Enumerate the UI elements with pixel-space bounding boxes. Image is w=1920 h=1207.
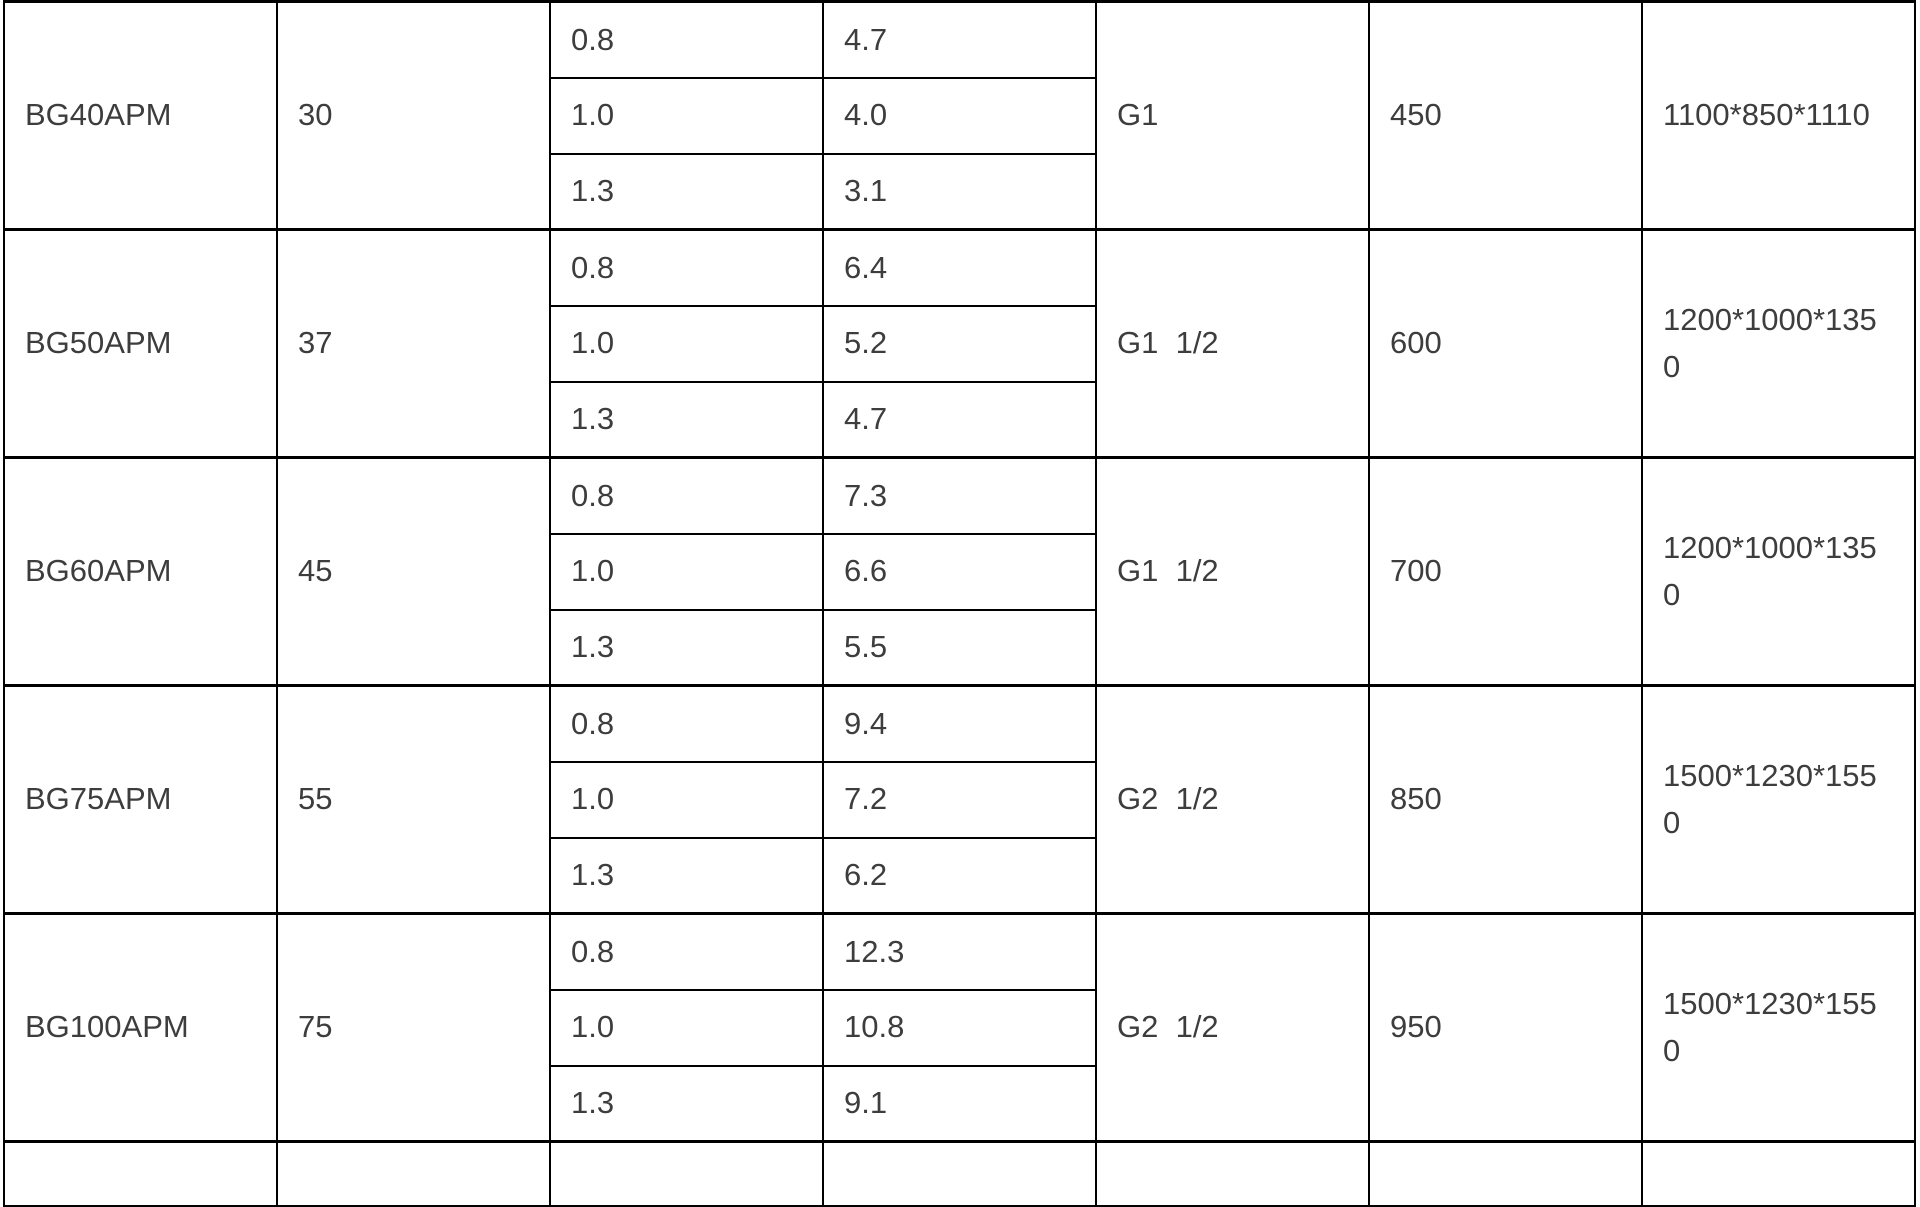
flow-cell: 5.5 [822, 608, 1097, 687]
flow-cell: 6.4 [822, 228, 1097, 307]
pressure-cell: 1.0 [549, 532, 824, 611]
model-group-bg40apm: BG40APM 30 0.8 4.7 G1 450 1100*850*1110 … [3, 0, 1916, 231]
pressure-cell: 1.3 [549, 836, 824, 915]
flow-cell: 7.3 [822, 456, 1097, 535]
weight-cell: 850 [1368, 684, 1643, 915]
dimensions-cell: 1200*1000*1350 [1641, 456, 1916, 687]
table-row: 1.3 5.5 [4, 608, 1915, 687]
table-row: 1.0 5.2 [4, 304, 1915, 383]
table-row: 1.0 7.2 [4, 760, 1915, 839]
table-row: BG40APM 30 0.8 4.7 G1 450 1100*850*1110 [3, 0, 1916, 231]
table-row: 1.0 4.0 [4, 76, 1915, 155]
model-group-bg75apm: BG75APM 55 0.8 9.4 G2 1/2 850 1500*1230*… [3, 684, 1916, 915]
model-group-bg100apm: BG100APM 75 0.8 12.3 G2 1/2 950 1500*123… [3, 912, 1916, 1143]
flow-cell: 10.8 [822, 988, 1097, 1067]
pressure-cell: 1.3 [549, 380, 824, 459]
power-cell: 37 [276, 228, 551, 459]
power-cell: 30 [276, 0, 551, 231]
flow-cell: 3.1 [822, 152, 1097, 231]
weight-cell: 600 [1368, 228, 1643, 459]
model-cell: BG60APM [3, 456, 278, 687]
model-group-bg60apm: BG60APM 45 0.8 7.3 G1 1/2 700 1200*1000*… [3, 456, 1916, 687]
weight-cell: 700 [1368, 456, 1643, 687]
model-cell: BG75APM [3, 684, 278, 915]
table-row: 1.0 6.6 [4, 532, 1915, 611]
table-row: 1.0 10.8 [4, 988, 1915, 1067]
pressure-cell: 0.8 [549, 456, 824, 535]
pressure-cell: 1.3 [549, 1064, 824, 1143]
power-cell: 55 [276, 684, 551, 915]
empty-cell [1368, 1140, 1643, 1207]
flow-cell: 9.1 [822, 1064, 1097, 1143]
outlet-cell: G1 1/2 [1095, 228, 1370, 459]
outlet-cell: G1 [1095, 0, 1370, 231]
table-row [3, 1140, 1916, 1207]
flow-cell: 4.7 [822, 380, 1097, 459]
weight-cell: 950 [1368, 912, 1643, 1143]
table-row: 1.3 9.1 [4, 1064, 1915, 1143]
table-row: BG50APM 37 0.8 6.4 G1 1/2 600 1200*1000*… [3, 228, 1916, 459]
flow-cell: 4.7 [822, 0, 1097, 79]
flow-cell: 6.2 [822, 836, 1097, 915]
table-row: 1.3 3.1 [4, 152, 1915, 231]
pressure-cell: 1.0 [549, 988, 824, 1067]
flow-cell: 4.0 [822, 76, 1097, 155]
product-spec-table: BG40APM 30 0.8 4.7 G1 450 1100*850*1110 … [3, 0, 1916, 1207]
weight-cell: 450 [1368, 0, 1643, 231]
model-cell: BG40APM [3, 0, 278, 231]
empty-cell [1095, 1140, 1370, 1207]
pressure-cell: 1.3 [549, 152, 824, 231]
flow-cell: 12.3 [822, 912, 1097, 991]
flow-cell: 7.2 [822, 760, 1097, 839]
table-row: BG75APM 55 0.8 9.4 G2 1/2 850 1500*1230*… [3, 684, 1916, 915]
pressure-cell: 0.8 [549, 684, 824, 763]
flow-cell: 6.6 [822, 532, 1097, 611]
table-row: BG60APM 45 0.8 7.3 G1 1/2 700 1200*1000*… [3, 456, 1916, 687]
pressure-cell: 1.0 [549, 304, 824, 383]
empty-cell [822, 1140, 1097, 1207]
pressure-cell: 1.3 [549, 608, 824, 687]
outlet-cell: G2 1/2 [1095, 912, 1370, 1143]
table-row: 1.3 4.7 [4, 380, 1915, 459]
empty-cell [276, 1140, 551, 1207]
outlet-cell: G1 1/2 [1095, 456, 1370, 687]
next-row-fragment [3, 1140, 1916, 1207]
pressure-cell: 1.0 [549, 760, 824, 839]
outlet-cell: G2 1/2 [1095, 684, 1370, 915]
power-cell: 45 [276, 456, 551, 687]
empty-cell [1641, 1140, 1916, 1207]
dimensions-cell: 1200*1000*1350 [1641, 228, 1916, 459]
flow-cell: 5.2 [822, 304, 1097, 383]
table-row: 1.3 6.2 [4, 836, 1915, 915]
empty-cell [549, 1140, 824, 1207]
pressure-cell: 1.0 [549, 76, 824, 155]
pressure-cell: 0.8 [549, 912, 824, 991]
model-cell: BG50APM [3, 228, 278, 459]
model-cell: BG100APM [3, 912, 278, 1143]
dimensions-cell: 1500*1230*1550 [1641, 684, 1916, 915]
pressure-cell: 0.8 [549, 228, 824, 307]
empty-cell [3, 1140, 278, 1207]
dimensions-cell: 1100*850*1110 [1641, 0, 1916, 231]
table-row: BG100APM 75 0.8 12.3 G2 1/2 950 1500*123… [3, 912, 1916, 1143]
power-cell: 75 [276, 912, 551, 1143]
pressure-cell: 0.8 [549, 0, 824, 79]
model-group-bg50apm: BG50APM 37 0.8 6.4 G1 1/2 600 1200*1000*… [3, 228, 1916, 459]
flow-cell: 9.4 [822, 684, 1097, 763]
dimensions-cell: 1500*1230*1550 [1641, 912, 1916, 1143]
